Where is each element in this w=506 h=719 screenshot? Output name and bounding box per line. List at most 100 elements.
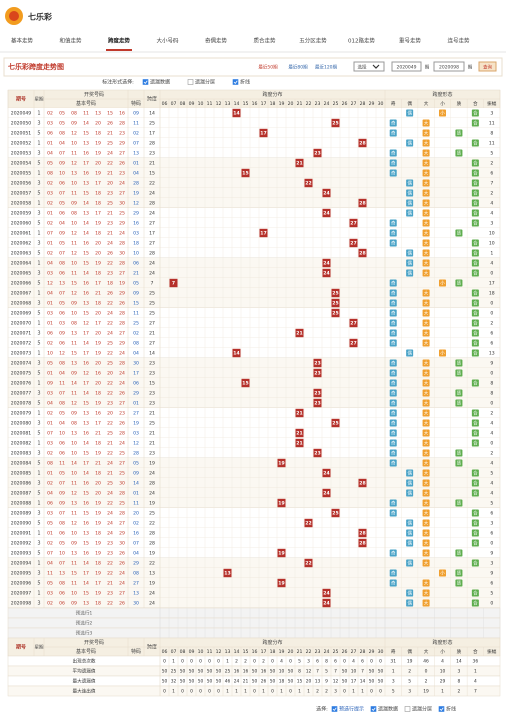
span-marker	[295, 438, 304, 448]
nav-tab[interactable]: 奇偶走势	[205, 37, 228, 45]
draw-number: 13	[71, 501, 77, 507]
table-row-bg	[8, 218, 500, 228]
preselect-label: 预选行3	[76, 630, 93, 637]
draw-number: 03	[47, 591, 53, 597]
stats-value: 17	[351, 679, 357, 685]
draw-number: 02	[47, 341, 53, 347]
amplitude-value: 0	[490, 401, 493, 407]
draw-number: 25	[119, 471, 125, 477]
recent-link[interactable]: 最近120期	[315, 64, 338, 71]
stats-value: 0	[379, 689, 382, 695]
nav-tab[interactable]: 连号走势	[447, 37, 470, 45]
special-number: 30	[133, 361, 139, 367]
stats-value: 0	[370, 659, 373, 665]
draw-number: 14	[71, 381, 77, 387]
draw-number: 19	[95, 501, 101, 507]
span-marker	[259, 128, 268, 138]
select-box[interactable]	[353, 61, 385, 72]
span-column-label: 18	[270, 649, 276, 655]
nav-tab[interactable]: 五分区走势	[299, 37, 327, 45]
span-marker-text: 27	[350, 341, 356, 347]
from-input[interactable]	[391, 61, 422, 72]
form-marker-text: 大	[424, 320, 429, 327]
footer-label: 选择:	[316, 706, 328, 713]
recent-link[interactable]: 最近80期	[288, 64, 308, 71]
weekday: 1	[37, 411, 40, 417]
form-marker-text: 合	[473, 330, 478, 337]
form-marker	[389, 419, 397, 427]
stats-value: 0	[208, 659, 211, 665]
span-marker	[295, 428, 304, 438]
form-marker-text: 大	[424, 410, 429, 417]
form-marker-text: 质	[457, 570, 462, 577]
weekday: 1	[37, 291, 40, 297]
draw-number: 11	[71, 191, 77, 197]
span-column-label: 29	[369, 649, 375, 655]
nav-tab[interactable]: 质合走势	[253, 37, 276, 45]
draw-number: 12	[71, 401, 77, 407]
special-number: 02	[133, 521, 139, 527]
table-row-bg	[8, 468, 500, 478]
nav-tab[interactable]: 大小号码	[156, 37, 179, 45]
form-marker	[406, 189, 414, 197]
draw-number: 06	[59, 271, 65, 277]
draw-number: 10	[59, 431, 65, 437]
form-marker	[406, 259, 414, 267]
stats-value: 7	[474, 689, 477, 695]
draw-number: 21	[107, 581, 113, 587]
special-number: 19	[133, 191, 139, 197]
stats-value: 50	[207, 669, 213, 675]
query-button[interactable]	[478, 61, 497, 72]
draw-number: 20	[95, 241, 101, 247]
form-marker-text: 奇	[391, 300, 396, 307]
stats-value: 1	[298, 689, 301, 695]
nav-tab[interactable]: 和值走势	[59, 37, 82, 45]
option-checkbox[interactable]	[232, 79, 239, 85]
nav-tab[interactable]: 012路走势	[348, 37, 375, 45]
issue-number: 2020073	[11, 351, 32, 357]
stats-value: 36	[473, 659, 479, 665]
footer-checkbox[interactable]	[331, 706, 338, 712]
nav-tab[interactable]: 基本走势	[11, 37, 34, 45]
stats-value: 0	[190, 659, 193, 665]
weekday: 3	[37, 211, 40, 217]
draw-number: 11	[59, 381, 65, 387]
stats-value: 50	[288, 669, 294, 675]
header-issue: 期号	[15, 96, 26, 103]
recent-link[interactable]: 最近50期	[258, 64, 278, 71]
span-column-label: 28	[360, 101, 366, 107]
issue-number: 2020053	[11, 151, 32, 157]
draw-number: 14	[83, 581, 89, 587]
footer-option-text: 折线	[446, 706, 456, 713]
footer-checkbox[interactable]	[370, 706, 377, 712]
form-marker	[455, 389, 463, 397]
draw-number: 18	[95, 441, 101, 447]
nav-tab[interactable]: 跨度走势	[108, 37, 131, 45]
draw-number: 01	[47, 531, 53, 537]
option-checkbox[interactable]	[142, 79, 149, 85]
form-marker	[422, 159, 430, 167]
issue-number: 2020061	[11, 231, 32, 237]
footer-checkbox[interactable]	[438, 706, 445, 712]
form-marker-text: 小	[440, 350, 445, 357]
draw-number: 24	[119, 381, 125, 387]
amplitude-value: 13	[489, 351, 495, 357]
stats-value: 7	[334, 669, 337, 675]
draw-number: 26	[119, 301, 125, 307]
draw-number: 09	[71, 411, 77, 417]
form-marker	[422, 579, 430, 587]
form-marker-text: 合	[473, 140, 478, 147]
stats-value: 1	[226, 689, 229, 695]
stats-value: 50	[252, 679, 258, 685]
option-checkbox[interactable]	[187, 79, 194, 85]
draw-number: 07	[59, 481, 65, 487]
to-input[interactable]	[433, 61, 465, 72]
form-marker	[406, 489, 414, 497]
issue-number: 2020083	[11, 451, 32, 457]
form-marker	[406, 109, 414, 117]
footer-checkbox[interactable]	[404, 706, 411, 712]
special-number: 11	[133, 501, 139, 507]
form-marker-text: 合	[473, 380, 478, 387]
nav-tab[interactable]: 重号走势	[399, 37, 422, 45]
weekday: 3	[37, 451, 40, 457]
